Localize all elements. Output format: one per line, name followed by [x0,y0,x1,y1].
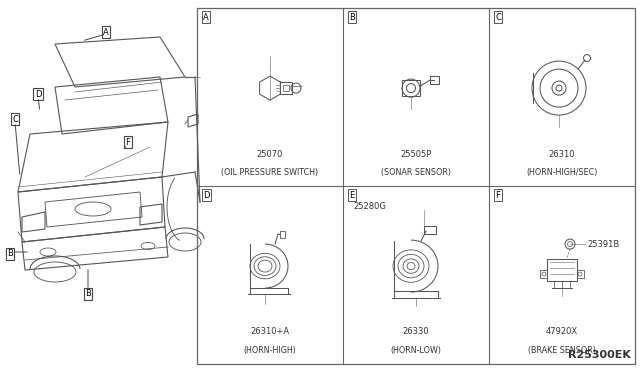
Bar [402,80,420,96]
Bar [197,8,635,364]
Text: (HORN-HIGH/SEC): (HORN-HIGH/SEC) [526,167,598,176]
Text: (OIL PRESSURE SWITCH): (OIL PRESSURE SWITCH) [221,167,319,176]
Text: F: F [125,138,131,147]
Text: (BRAKE SENSOR): (BRAKE SENSOR) [528,346,596,355]
Text: 47920X: 47920X [546,327,578,337]
Text: E: E [349,190,355,199]
Text: F: F [495,190,500,199]
Text: R25300EK: R25300EK [568,350,631,360]
Text: C: C [495,13,501,22]
Bar [280,82,292,94]
Text: D: D [35,90,41,99]
Bar [540,270,547,278]
Bar [577,270,584,278]
Text: (HORN-LOW): (HORN-LOW) [390,346,442,355]
Text: D: D [203,190,209,199]
Text: A: A [203,13,209,22]
Text: (SONAR SENSOR): (SONAR SENSOR) [381,167,451,176]
Text: (HORN-HIGH): (HORN-HIGH) [244,346,296,355]
Text: 25070: 25070 [257,150,283,158]
Bar [424,226,436,234]
Bar [430,76,439,84]
Bar [283,85,289,91]
Text: 25280G: 25280G [353,202,386,211]
Text: 25505P: 25505P [400,150,432,158]
Text: B: B [85,289,91,298]
Text: A: A [103,28,109,36]
Text: 25391B: 25391B [587,240,620,248]
Bar [547,259,577,281]
Text: B: B [7,250,13,259]
Bar [280,231,285,238]
Text: B: B [349,13,355,22]
Text: C: C [12,115,18,124]
Text: 26310+A: 26310+A [250,327,289,337]
Text: 26330: 26330 [403,327,429,337]
Text: 26310: 26310 [548,150,575,158]
